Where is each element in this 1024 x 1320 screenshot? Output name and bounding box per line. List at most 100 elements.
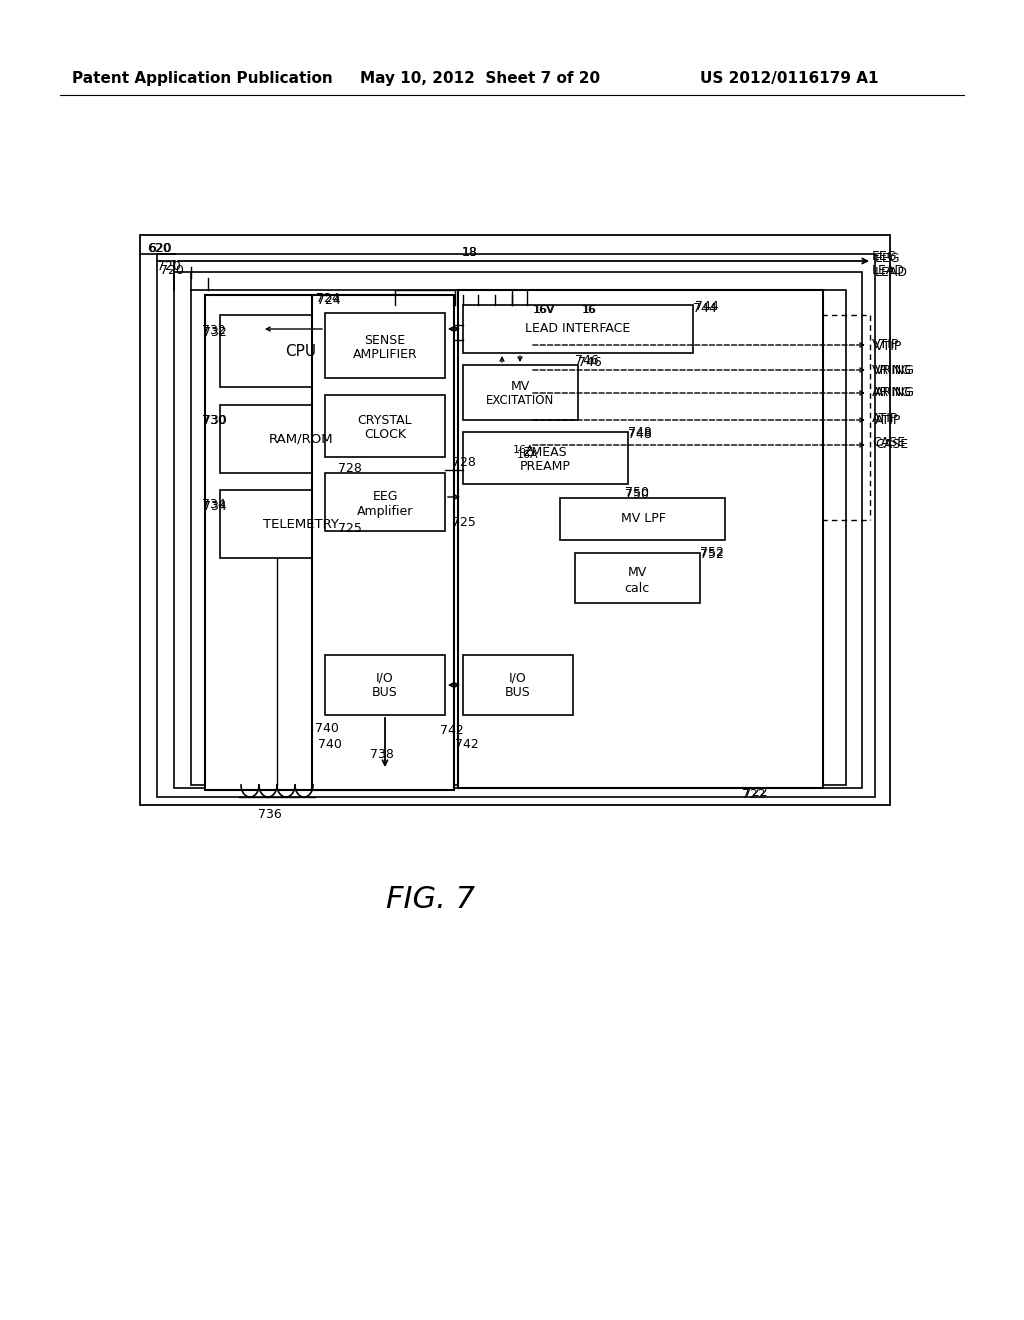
Bar <box>463 655 573 715</box>
Text: CASE: CASE <box>874 438 908 451</box>
Text: Amplifier: Amplifier <box>356 504 414 517</box>
Text: ZMEAS: ZMEAS <box>523 446 567 459</box>
Text: SENSE: SENSE <box>365 334 406 346</box>
Text: calc: calc <box>625 582 649 594</box>
Text: 740: 740 <box>315 722 339 734</box>
Text: BUS: BUS <box>505 686 530 700</box>
Text: 16V: 16V <box>534 305 555 315</box>
Bar <box>575 553 700 603</box>
Text: CLOCK: CLOCK <box>364 429 406 441</box>
Bar <box>205 294 400 789</box>
Bar <box>463 366 578 420</box>
Text: 730: 730 <box>202 413 226 426</box>
Text: 725: 725 <box>452 516 476 529</box>
Text: 725: 725 <box>338 521 361 535</box>
Text: LEAD: LEAD <box>872 264 905 276</box>
Bar <box>220 405 382 473</box>
Text: 750: 750 <box>625 486 649 499</box>
Text: EEG: EEG <box>874 252 900 264</box>
Text: FIG. 7: FIG. 7 <box>385 886 474 915</box>
Text: Patent Application Publication: Patent Application Publication <box>72 70 333 86</box>
Text: BUS: BUS <box>372 686 398 700</box>
Bar <box>220 490 382 558</box>
Bar <box>325 395 445 457</box>
Bar <box>463 432 628 484</box>
Text: TELEMETRY: TELEMETRY <box>263 517 339 531</box>
Text: 734: 734 <box>203 500 226 513</box>
Bar <box>191 290 846 785</box>
Text: 746: 746 <box>575 354 599 367</box>
Bar <box>220 315 382 387</box>
Text: 722: 722 <box>742 788 766 801</box>
Text: ATIP: ATIP <box>872 412 898 425</box>
Bar <box>325 655 445 715</box>
Text: VTIP: VTIP <box>872 338 899 351</box>
Text: ATIP: ATIP <box>874 413 901 426</box>
Bar <box>157 253 874 797</box>
Text: LEAD INTERFACE: LEAD INTERFACE <box>525 322 631 335</box>
Text: VRING: VRING <box>872 363 912 376</box>
Text: 738: 738 <box>370 748 394 762</box>
Text: 18: 18 <box>462 247 478 260</box>
Text: 748: 748 <box>628 425 652 438</box>
Text: 16V: 16V <box>534 305 556 315</box>
Text: VRING: VRING <box>874 363 915 376</box>
Text: May 10, 2012  Sheet 7 of 20: May 10, 2012 Sheet 7 of 20 <box>360 70 600 86</box>
Text: ARING: ARING <box>872 387 912 400</box>
Text: 720: 720 <box>157 260 181 273</box>
Bar <box>325 313 445 378</box>
Text: 736: 736 <box>258 808 282 821</box>
Text: ARING: ARING <box>874 387 915 400</box>
Text: 16: 16 <box>582 305 596 315</box>
Text: 742: 742 <box>455 738 479 751</box>
Text: I/O: I/O <box>509 672 527 685</box>
Text: 620: 620 <box>148 242 172 255</box>
Text: US 2012/0116179 A1: US 2012/0116179 A1 <box>700 70 879 86</box>
Text: AMPLIFIER: AMPLIFIER <box>352 347 418 360</box>
Text: CASE: CASE <box>872 437 905 450</box>
Text: EEG: EEG <box>872 251 897 264</box>
Text: 732: 732 <box>202 323 225 337</box>
Text: 18: 18 <box>462 246 478 259</box>
Text: 16A: 16A <box>513 445 535 455</box>
Text: 752: 752 <box>700 546 724 560</box>
Text: 752: 752 <box>700 549 724 561</box>
Text: 620: 620 <box>147 242 171 255</box>
Text: 16: 16 <box>583 305 597 315</box>
Text: 748: 748 <box>628 428 652 441</box>
Text: EXCITATION: EXCITATION <box>485 393 554 407</box>
Bar <box>312 294 454 789</box>
Text: 728: 728 <box>452 457 476 470</box>
Text: RAM/ROM: RAM/ROM <box>268 433 334 446</box>
Bar <box>458 290 823 788</box>
Text: 728: 728 <box>338 462 361 474</box>
Text: VTIP: VTIP <box>874 339 902 352</box>
Bar <box>174 272 862 788</box>
Text: LEAD: LEAD <box>874 265 908 279</box>
Bar <box>560 498 725 540</box>
Text: 724: 724 <box>316 292 340 305</box>
Text: 750: 750 <box>625 487 649 500</box>
Text: 742: 742 <box>440 723 464 737</box>
Text: MV LPF: MV LPF <box>621 512 666 525</box>
Text: I/O: I/O <box>376 672 394 685</box>
Text: EEG: EEG <box>373 491 397 503</box>
Text: 740: 740 <box>318 738 342 751</box>
Bar <box>140 235 890 805</box>
Text: MV: MV <box>628 566 646 579</box>
Text: 730: 730 <box>203 413 227 426</box>
Text: 744: 744 <box>695 301 719 314</box>
Text: 722: 722 <box>744 785 768 799</box>
Text: 720: 720 <box>160 264 184 276</box>
Text: 734: 734 <box>202 499 225 511</box>
Text: MV: MV <box>510 380 529 393</box>
Text: 744: 744 <box>693 301 717 314</box>
Text: 732: 732 <box>203 326 226 338</box>
Bar <box>325 473 445 531</box>
Text: 724: 724 <box>317 293 341 306</box>
Text: CPU: CPU <box>286 343 316 359</box>
Text: PREAMP: PREAMP <box>519 461 570 474</box>
Text: CRYSTAL: CRYSTAL <box>357 414 413 428</box>
Text: 746: 746 <box>578 355 602 368</box>
Bar <box>463 305 693 352</box>
